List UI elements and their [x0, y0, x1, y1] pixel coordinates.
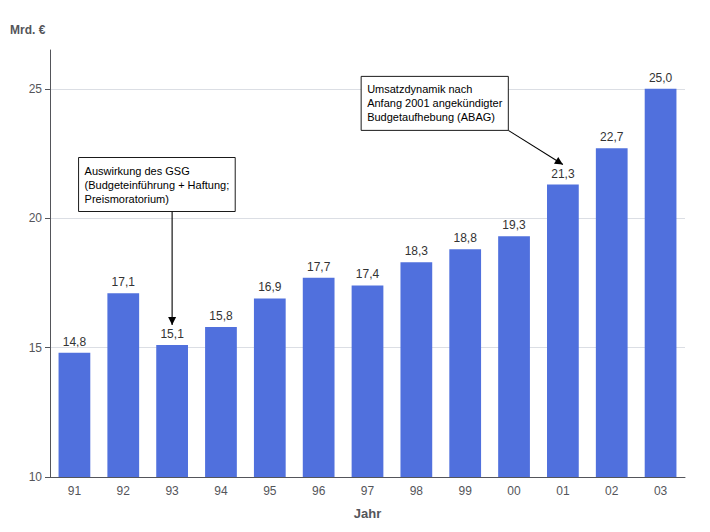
svg-text:91: 91: [68, 484, 82, 498]
svg-text:Preismoratorium): Preismoratorium): [85, 193, 169, 205]
svg-text:17,4: 17,4: [356, 267, 380, 281]
svg-text:(Budgeteinführung + Haftung;: (Budgeteinführung + Haftung;: [85, 179, 230, 191]
svg-text:21,3: 21,3: [551, 167, 575, 181]
svg-text:22,7: 22,7: [600, 130, 624, 144]
svg-text:02: 02: [605, 484, 619, 498]
svg-text:97: 97: [361, 484, 375, 498]
svg-text:Mrd. €: Mrd. €: [10, 23, 46, 37]
svg-text:Auswirkung des GSG: Auswirkung des GSG: [85, 165, 190, 177]
svg-text:19,3: 19,3: [502, 218, 526, 232]
svg-text:Umsatzdynamik nach: Umsatzdynamik nach: [367, 83, 472, 95]
svg-text:92: 92: [117, 484, 131, 498]
svg-text:15: 15: [29, 341, 43, 355]
svg-text:15,8: 15,8: [209, 309, 233, 323]
svg-text:94: 94: [214, 484, 228, 498]
svg-text:Anfang 2001 angekündigter: Anfang 2001 angekündigter: [367, 97, 503, 109]
svg-text:01: 01: [556, 484, 570, 498]
svg-text:17,1: 17,1: [112, 275, 136, 289]
svg-text:18,8: 18,8: [454, 231, 478, 245]
svg-text:15,1: 15,1: [160, 327, 184, 341]
svg-text:Budgetaufhebung (ABAG): Budgetaufhebung (ABAG): [367, 111, 495, 123]
svg-text:17,7: 17,7: [307, 260, 331, 274]
svg-text:10: 10: [29, 470, 43, 484]
svg-text:95: 95: [263, 484, 277, 498]
svg-text:00: 00: [507, 484, 521, 498]
svg-text:03: 03: [654, 484, 668, 498]
svg-text:18,3: 18,3: [405, 244, 429, 258]
svg-text:96: 96: [312, 484, 326, 498]
svg-text:98: 98: [410, 484, 424, 498]
svg-text:14,8: 14,8: [63, 335, 87, 349]
svg-text:16,9: 16,9: [258, 280, 282, 294]
svg-text:25: 25: [29, 82, 43, 96]
svg-text:Jahr: Jahr: [354, 506, 381, 521]
svg-text:93: 93: [165, 484, 179, 498]
svg-text:99: 99: [459, 484, 473, 498]
svg-text:25,0: 25,0: [649, 71, 673, 85]
svg-text:20: 20: [29, 211, 43, 225]
